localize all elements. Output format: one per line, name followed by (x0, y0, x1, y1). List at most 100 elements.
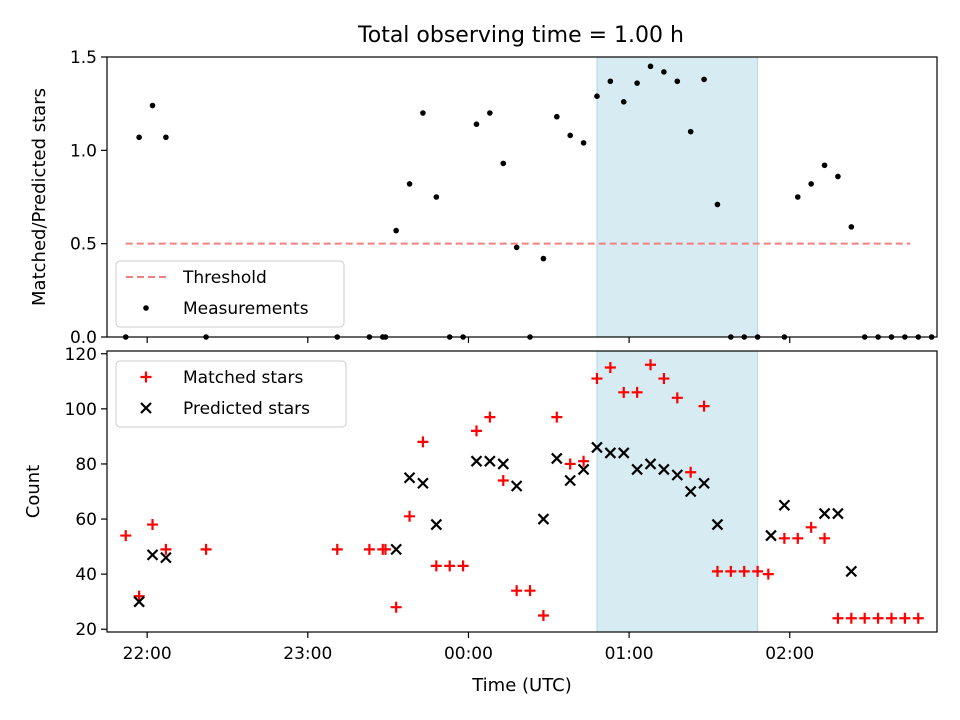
legend-box (115, 360, 347, 428)
matched-stars-point (845, 612, 857, 624)
predicted-stars-point (658, 463, 670, 476)
measurement-point (540, 255, 547, 262)
matched-stars-point (725, 565, 737, 577)
matched-stars-point (363, 543, 375, 555)
matched-stars-point (511, 585, 523, 597)
measurement-point (647, 63, 654, 70)
matched-stars-point (497, 474, 509, 486)
matched-stars-point (160, 543, 172, 555)
measurement-point (136, 134, 142, 141)
matched-stars-point (470, 425, 482, 437)
measurement-point (433, 194, 440, 200)
predicted-stars-point (417, 477, 429, 490)
predicted-stars-point (671, 469, 684, 481)
measurement-point (634, 80, 640, 86)
predicted-stars-point (644, 458, 657, 470)
predicted-stars-point (497, 458, 510, 470)
matched-stars-point (578, 455, 590, 467)
matched-stars-point (484, 411, 496, 423)
matched-stars-point (390, 601, 402, 613)
matched-stars-point (762, 568, 774, 580)
predicted-stars-point (631, 463, 643, 476)
matched-stars-point (457, 560, 469, 572)
measurement-point (821, 162, 828, 169)
chart-title: Total observing time = 1.00 h (357, 23, 684, 48)
data-marks (120, 359, 924, 624)
count-panel: 20 40 60 80 100 120 22:00 23:00 00:00 01:00 02:00 C… (23, 345, 938, 696)
matched-stars-point (604, 362, 616, 374)
predicted-stars-point (698, 477, 710, 490)
predicted-stars-point (403, 471, 416, 484)
legend-predicted-swatch (140, 402, 152, 414)
matched-stars-point (752, 565, 764, 577)
measurement-point (149, 102, 156, 109)
x-axis-label: Time (UTC) (471, 675, 572, 696)
measurement-point (794, 194, 801, 200)
predicted-stars-point (390, 543, 402, 556)
y-axis-label: Count (23, 465, 44, 518)
matched-stars-point (872, 612, 884, 624)
y-tick-label: 40 (75, 565, 97, 585)
x-tick-label: 01:00 (605, 644, 654, 664)
y-tick-label: 60 (75, 510, 97, 530)
measurement-point (473, 121, 480, 127)
y-tick-label: 80 (75, 455, 97, 475)
legend-label: Threshold (182, 268, 267, 288)
y-tick-label: 100 (65, 400, 97, 420)
predicted-stars-point (430, 518, 443, 531)
matched-stars-point (618, 386, 630, 398)
y-tick-label: 120 (65, 345, 97, 365)
matched-stars-point (430, 560, 442, 572)
matched-stars-point (885, 612, 897, 624)
matched-stars-point (200, 543, 212, 555)
predicted-stars-point (537, 513, 550, 525)
predicted-stars-point (711, 518, 724, 531)
matched-stars-point (645, 359, 657, 371)
matched-stars-point (899, 612, 911, 624)
measurement-point (714, 201, 721, 208)
matched-stars-point (832, 612, 844, 624)
predicted-stars-point (845, 565, 858, 578)
matched-stars-point (792, 532, 804, 544)
measurement-point (420, 110, 426, 116)
y-tick-label: 0.0 (70, 328, 97, 348)
predicted-stars-point (591, 441, 603, 454)
observing-window-span (596, 56, 759, 338)
matched-stars-point (524, 585, 536, 597)
predicted-stars-point (551, 452, 563, 465)
matched-stars-point (671, 392, 683, 404)
measurement-point (687, 128, 694, 135)
matched-stars-point (564, 458, 576, 470)
predicted-stars-point (684, 485, 697, 498)
matched-stars-point (698, 400, 710, 412)
matched-stars-point (912, 612, 924, 624)
matched-stars-point (147, 519, 159, 531)
predicted-stars-point (470, 455, 483, 467)
matched-stars-point (133, 590, 145, 602)
measurement-point (580, 140, 587, 146)
predicted-stars-point (818, 507, 831, 520)
legend-label: Predicted stars (183, 399, 310, 419)
predicted-stars-point (617, 447, 630, 459)
predicted-stars-point (577, 463, 590, 476)
measurement-point (661, 69, 667, 75)
matched-stars-point (805, 521, 817, 533)
matched-stars-point (417, 436, 429, 448)
predicted-stars-point (604, 447, 617, 459)
predicted-stars-point (564, 474, 576, 487)
matched-stars-point (819, 532, 831, 544)
predicted-stars-point (146, 549, 159, 561)
y-tick-label: 20 (75, 620, 97, 640)
predicted-stars-point (133, 595, 145, 608)
predicted-stars-point (484, 455, 496, 467)
matched-stars-point (120, 530, 132, 542)
predicted-stars-point (832, 507, 844, 520)
matched-stars-point (537, 609, 549, 621)
measurement-point (406, 181, 413, 187)
x-tick-label: 00:00 (444, 644, 493, 664)
measurement-point (674, 78, 681, 85)
matched-stars-point (444, 560, 456, 572)
measurement-point (500, 160, 507, 167)
matched-stars-point (738, 565, 750, 577)
